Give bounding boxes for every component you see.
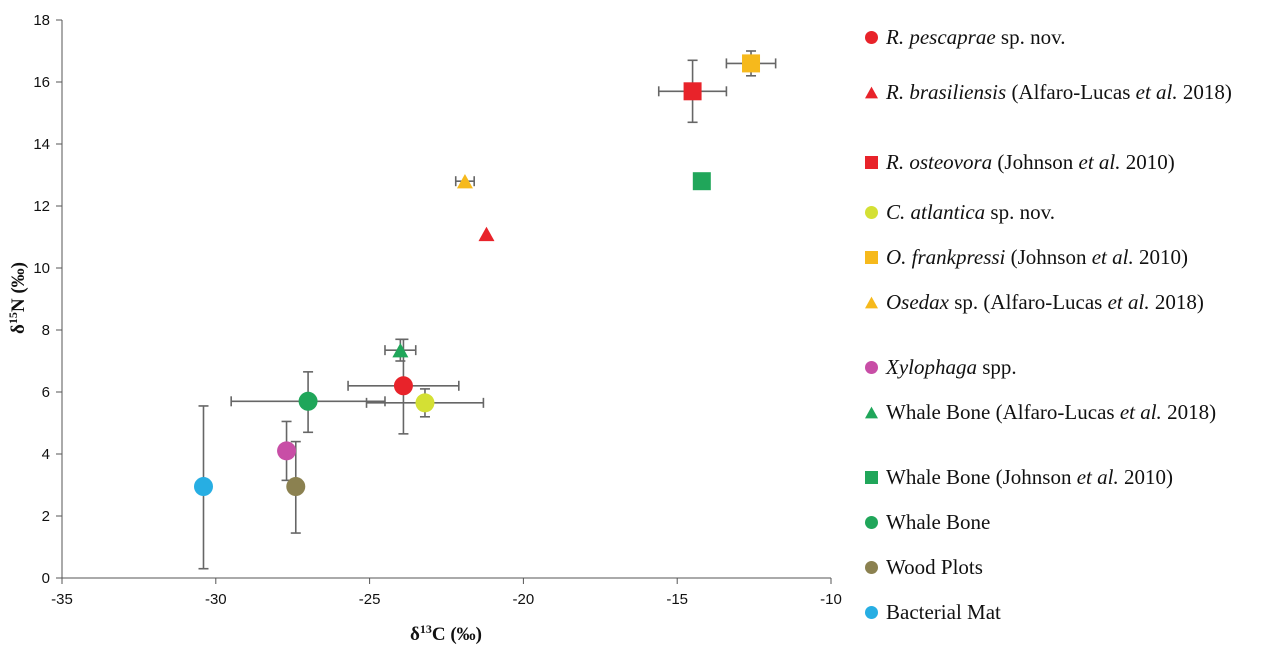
legend-marker: [865, 606, 878, 619]
legend-marker-shape: [865, 156, 878, 169]
legend-label: Bacterial Mat: [886, 600, 1001, 624]
data-point-8: [392, 342, 409, 358]
data-point-7: [277, 441, 297, 461]
legend-marker-shape: [865, 471, 878, 484]
legend-label: Whale Bone (Alfaro-Lucas et al. 2018): [886, 400, 1217, 424]
x-axis-title: δ13C (‰): [410, 622, 482, 645]
legend-label: Whale Bone (Johnson et al. 2010): [886, 465, 1173, 489]
legend-marker: [865, 251, 878, 264]
data-point-11: [286, 477, 306, 497]
legend-marker: [865, 86, 878, 99]
legend-marker: [865, 296, 878, 309]
y-tick-label: 8: [42, 322, 50, 339]
legend-marker: [865, 516, 878, 529]
legend-marker: [865, 206, 878, 219]
axes: -35 -30 -25 -20 -15 -10 0 2 4 6 8 10 12 14 16 18: [33, 12, 842, 608]
data-point-4: [415, 393, 435, 413]
data-point-12: [193, 477, 213, 497]
y-tick-label: 12: [33, 198, 50, 215]
legend-marker: [865, 406, 878, 419]
legend-label: R. brasiliensis (Alfaro-Lucas et al. 201…: [886, 80, 1232, 104]
legend-marker-shape: [865, 561, 878, 574]
y-tick-label: 14: [33, 136, 50, 153]
legend-marker: [865, 31, 878, 44]
legend-marker-shape: [865, 606, 878, 619]
legend-marker-shape: [865, 361, 878, 374]
legend-label: C. atlantica sp. nov.: [886, 200, 1055, 224]
y-tick-label: 4: [42, 446, 50, 463]
legend-marker-shape: [865, 406, 878, 419]
data-points: [193, 54, 761, 497]
legend-marker-shape: [865, 31, 878, 44]
legend-label: R. pescaprae sp. nov.: [886, 25, 1066, 49]
data-point-1: [393, 376, 413, 396]
y-tick-label: 0: [42, 570, 50, 587]
y-tick-label: 10: [33, 260, 50, 277]
data-point-9: [692, 172, 711, 191]
y-axis-title: δ15N (‰): [6, 262, 29, 334]
x-tick-label: -15: [666, 591, 688, 608]
data-point-2: [478, 226, 495, 242]
data-point-5: [742, 54, 761, 73]
legend-marker: [865, 156, 878, 169]
x-tick-label: -10: [820, 591, 842, 608]
data-point-3: [683, 82, 702, 101]
legend-label: Xylophaga spp.: [886, 355, 1017, 379]
legend-marker-shape: [865, 296, 878, 309]
y-tick-label: 18: [33, 12, 50, 29]
x-tick-label: -25: [359, 591, 381, 608]
y-tick-label: 6: [42, 384, 50, 401]
legend-label: R. osteovora (Johnson et al. 2010): [886, 150, 1175, 174]
x-tick-label: -30: [205, 591, 227, 608]
legend-label: Wood Plots: [886, 555, 983, 579]
legend-marker-shape: [865, 86, 878, 99]
x-tick-label: -35: [51, 591, 73, 608]
legend-label: Whale Bone: [886, 510, 991, 534]
legend-label: Osedax sp. (Alfaro-Lucas et al. 2018): [886, 290, 1204, 314]
x-tick-label: -20: [513, 591, 535, 608]
legend-marker-shape: [865, 251, 878, 264]
legend-marker: [865, 561, 878, 574]
legend-marker-shape: [865, 516, 878, 529]
legend-marker-shape: [865, 206, 878, 219]
data-point-10: [298, 391, 318, 411]
error-bars: [198, 50, 777, 570]
y-tick-label: 2: [42, 508, 50, 525]
legend-marker: [865, 471, 878, 484]
legend-label: O. frankpressi (Johnson et al. 2010): [886, 245, 1188, 269]
legend-marker: [865, 361, 878, 374]
scatter-chart: -35 -30 -25 -20 -15 -10 0 2 4 6 8 10 12 14 16 18 δ13C (…: [6, 12, 842, 645]
data-point-6: [456, 174, 473, 189]
y-tick-label: 16: [33, 74, 50, 91]
